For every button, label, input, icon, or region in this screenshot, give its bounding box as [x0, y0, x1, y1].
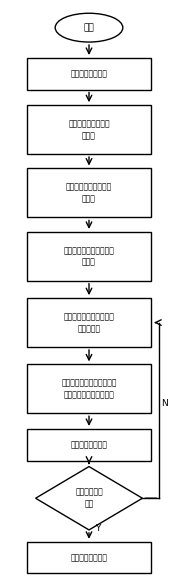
- Polygon shape: [36, 467, 142, 530]
- Text: 设置收费区域汽车流量
界限值: 设置收费区域汽车流量 界限值: [66, 183, 112, 203]
- Ellipse shape: [55, 13, 123, 42]
- Text: 对比新旧收费价格: 对比新旧收费价格: [70, 440, 108, 449]
- Text: 是否满足终止
条件: 是否满足终止 条件: [75, 488, 103, 509]
- Text: 开始: 开始: [84, 23, 94, 32]
- Bar: [27, 429, 151, 461]
- Bar: [27, 105, 151, 154]
- Text: 交通网络信息采集: 交通网络信息采集: [70, 69, 108, 78]
- Text: N: N: [161, 399, 168, 408]
- Bar: [27, 232, 151, 281]
- Bar: [27, 541, 151, 574]
- Text: 输出最优收费价格: 输出最优收费价格: [70, 553, 108, 562]
- Text: Y: Y: [95, 524, 101, 533]
- Text: 实施一周后记录进入收费
路段车流量: 实施一周后记录进入收费 路段车流量: [64, 312, 114, 333]
- Text: 收费区域设置任意一个收
费价格: 收费区域设置任意一个收 费价格: [64, 246, 114, 267]
- Text: 收费区域及其入口位
置确定: 收费区域及其入口位 置确定: [68, 119, 110, 140]
- Bar: [27, 168, 151, 217]
- Bar: [27, 58, 151, 89]
- Text: 根据车流量观测值与界限值
的差値推算新的收费价格: 根据车流量观测值与界限值 的差値推算新的收费价格: [61, 378, 117, 399]
- Bar: [27, 298, 151, 347]
- Bar: [27, 364, 151, 414]
